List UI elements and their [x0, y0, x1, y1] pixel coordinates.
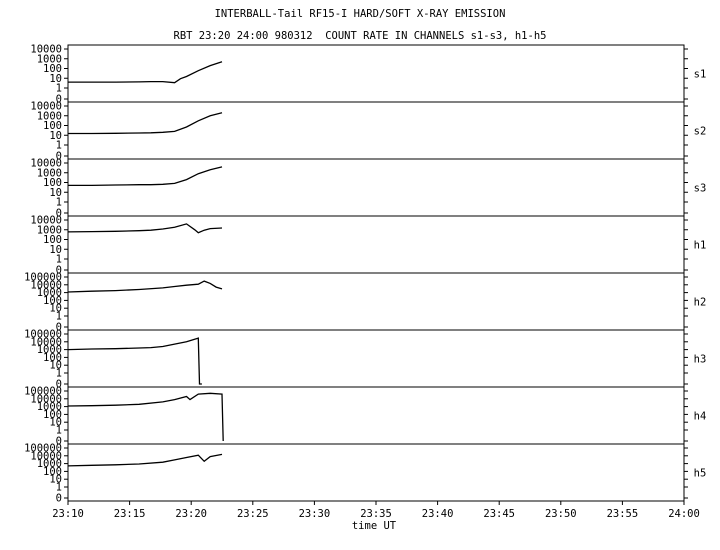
panel-frame-h3: [67, 329, 685, 388]
panel-frame-h5: [67, 443, 685, 502]
y-tick-label-s3: 1: [56, 197, 62, 209]
x-tick-label: 23:35: [360, 508, 392, 520]
y-tick-label-s1: 100: [43, 63, 62, 75]
chart-subtitle: RBT 23:20 24:00 980312 COUNT RATE IN CHA…: [173, 30, 547, 42]
y-tick-label-s1: 10: [49, 73, 62, 85]
y-tick-label-s3: 1000: [37, 167, 62, 179]
y-tick-label-h1: 10: [49, 244, 62, 256]
y-tick-label-h2: 100000: [24, 272, 62, 284]
x-tick-label: 23:10: [52, 508, 84, 520]
y-tick-label-s2: 10000: [30, 101, 62, 113]
chart-title: INTERBALL-Tail RF15-I HARD/SOFT X-RAY EM…: [214, 8, 506, 20]
y-tick-label-h1: 0: [56, 265, 62, 277]
y-tick-label-h2: 100: [43, 295, 62, 307]
y-tick-label-h2: 0: [56, 322, 62, 334]
panel-label-h3: h3: [694, 354, 707, 366]
y-tick-label-s1: 0: [56, 94, 62, 106]
y-tick-label-h5: 1: [56, 482, 62, 494]
y-tick-label-h4: 1000: [37, 401, 62, 413]
x-tick-label: 23:55: [607, 508, 639, 520]
y-tick-label-h3: 0: [56, 379, 62, 391]
y-tick-label-h4: 0: [56, 436, 62, 448]
x-tick-label: 23:15: [114, 508, 146, 520]
panel-frame-h4: [67, 386, 685, 445]
y-tick-label-h5: 0: [56, 493, 62, 505]
y-tick-label-h3: 100000: [24, 329, 62, 341]
y-tick-label-h1: 10000: [30, 215, 62, 227]
x-axis-label: time UT: [352, 520, 397, 532]
x-tick-label: 24:00: [668, 508, 700, 520]
panel-label-h1: h1: [694, 240, 707, 252]
series-line-s1: [68, 61, 223, 84]
y-tick-label-s1: 10000: [30, 44, 62, 56]
x-tick-label: 23:20: [175, 508, 207, 520]
y-tick-label-h5: 10: [49, 474, 62, 486]
y-tick-label-h3: 1000: [37, 344, 62, 356]
y-tick-label-s2: 100: [43, 120, 62, 132]
y-tick-label-s3: 0: [56, 208, 62, 220]
y-tick-label-h5: 1000: [37, 458, 62, 470]
y-tick-label-h2: 10000: [30, 279, 62, 291]
y-tick-label-h2: 1: [56, 311, 62, 323]
series-line-s2: [68, 112, 223, 135]
panel-frame-s3: [67, 158, 685, 217]
panel-frame-s2: [67, 101, 685, 160]
series-line-h3: [67, 337, 202, 385]
panel-frame-h1: [67, 215, 685, 274]
y-tick-label-h5: 100000: [24, 443, 62, 455]
x-tick-label: 23:25: [237, 508, 269, 520]
y-tick-label-s2: 1000: [37, 110, 62, 122]
y-tick-label-h3: 100: [43, 352, 62, 364]
y-tick-label-h2: 1000: [37, 287, 62, 299]
y-tick-label-h1: 1: [56, 254, 62, 266]
y-tick-label-s2: 1: [56, 140, 62, 152]
x-tick-label: 23:50: [545, 508, 577, 520]
y-tick-label-h2: 10: [49, 303, 62, 315]
y-tick-label-h4: 100: [43, 409, 62, 421]
y-tick-label-h4: 10: [49, 417, 62, 429]
y-tick-label-h3: 10000: [30, 336, 62, 348]
series-line-s3: [68, 166, 223, 187]
x-tick-label: 23:40: [422, 508, 454, 520]
panel-label-h5: h5: [694, 468, 707, 480]
panel-frame-s1: [67, 44, 685, 103]
panel-frame-h2: [67, 272, 685, 331]
series-line-h2: [67, 280, 223, 293]
y-tick-label-h5: 10000: [30, 450, 62, 462]
y-tick-label-h4: 10000: [30, 393, 62, 405]
y-tick-label-s2: 0: [56, 151, 62, 163]
y-tick-label-h5: 100: [43, 466, 62, 478]
panel-label-s1: s1: [694, 69, 707, 81]
y-tick-label-h1: 1000: [37, 224, 62, 236]
x-tick-label: 23:45: [483, 508, 515, 520]
y-tick-label-h4: 100000: [24, 386, 62, 398]
panel-label-s3: s3: [694, 183, 707, 195]
y-tick-label-s3: 100: [43, 177, 62, 189]
y-tick-label-s1: 1000: [37, 53, 62, 65]
y-tick-label-h3: 10: [49, 360, 62, 372]
y-tick-label-s1: 1: [56, 83, 62, 95]
y-tick-label-h1: 100: [43, 234, 62, 246]
panel-label-s2: s2: [694, 126, 707, 138]
series-line-h4: [67, 392, 224, 442]
y-tick-label-s3: 10: [49, 187, 62, 199]
series-line-h1: [67, 223, 223, 234]
x-tick-label: 23:30: [299, 508, 331, 520]
panel-label-h2: h2: [694, 297, 707, 309]
y-tick-label-h4: 1: [56, 425, 62, 437]
series-line-h5: [67, 453, 223, 467]
panel-label-h4: h4: [694, 411, 707, 423]
y-tick-label-h3: 1: [56, 368, 62, 380]
y-tick-label-s3: 10000: [30, 158, 62, 170]
y-tick-label-s2: 10: [49, 130, 62, 142]
